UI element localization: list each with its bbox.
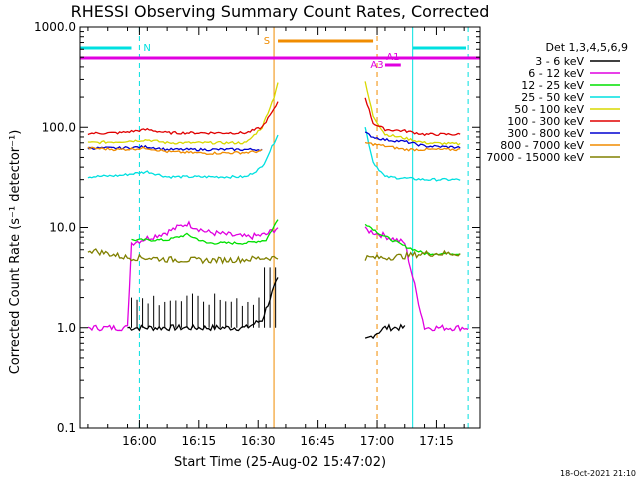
y-tick-label: 1000.0 bbox=[34, 20, 76, 34]
x-tick-label: 17:00 bbox=[360, 434, 395, 448]
y-tick-label: 100.0 bbox=[42, 120, 76, 134]
legend-label: 100 - 300 keV bbox=[507, 115, 584, 128]
y-axis-label: Corrected Count Rate (s⁻¹ detector⁻¹) bbox=[8, 130, 23, 375]
legend-label: 6 - 12 keV bbox=[528, 67, 584, 80]
series-line-3-0 bbox=[87, 134, 279, 179]
y-tick-label: 0.1 bbox=[57, 421, 76, 435]
y-tick-label: 1.0 bbox=[57, 321, 76, 335]
legend-label: 800 - 7000 keV bbox=[500, 139, 584, 152]
series-line-0-0 bbox=[127, 277, 279, 332]
series-line-7-0 bbox=[87, 146, 263, 155]
series-line-6-1 bbox=[364, 131, 461, 149]
series-line-5-0 bbox=[87, 101, 279, 136]
legend-label: 300 - 800 keV bbox=[507, 127, 584, 140]
chart-title: RHESSI Observing Summary Count Rates, Co… bbox=[71, 2, 490, 21]
annotation-a3: A3 bbox=[370, 60, 383, 71]
annotation-s: S bbox=[264, 36, 270, 47]
x-tick-label: 16:00 bbox=[122, 434, 157, 448]
series-line-3-1 bbox=[364, 126, 461, 182]
plot-frame bbox=[79, 26, 481, 429]
series-line-7-1 bbox=[364, 141, 461, 152]
series-line-1-1 bbox=[364, 226, 469, 333]
x-axis-label: Start Time (25-Aug-02 15:47:02) bbox=[174, 455, 386, 470]
x-tick-label: 16:15 bbox=[182, 434, 217, 448]
annotation-n: N bbox=[143, 43, 150, 54]
legend-label: 25 - 50 keV bbox=[521, 91, 584, 104]
y-tick-label: 10.0 bbox=[49, 221, 76, 235]
footer-timestamp: 18-Oct-2021 21:10 bbox=[560, 469, 636, 478]
series-line-6-0 bbox=[87, 144, 263, 152]
series-line-1-0 bbox=[87, 220, 279, 332]
legend-label: 50 - 100 keV bbox=[514, 103, 584, 116]
series-line-8-1 bbox=[364, 249, 461, 261]
series-line-8-0 bbox=[87, 248, 279, 265]
series-line-0-1 bbox=[364, 323, 406, 340]
series-line-4-0 bbox=[87, 82, 279, 145]
series-line-2-1 bbox=[364, 223, 461, 256]
x-tick-label: 16:45 bbox=[300, 434, 335, 448]
series-line-4-1 bbox=[364, 81, 461, 146]
series-line-2-0 bbox=[131, 219, 279, 245]
legend-title: Det 1,3,4,5,6,9 bbox=[545, 41, 628, 54]
legend-label: 3 - 6 keV bbox=[535, 55, 584, 68]
x-tick-label: 17:15 bbox=[419, 434, 454, 448]
legend-label: 7000 - 15000 keV bbox=[486, 151, 584, 164]
annotation-a1: A1 bbox=[386, 52, 399, 63]
x-tick-label: 16:30 bbox=[241, 434, 276, 448]
series-line-5-1 bbox=[364, 97, 461, 137]
legend-label: 12 - 25 keV bbox=[521, 79, 584, 92]
